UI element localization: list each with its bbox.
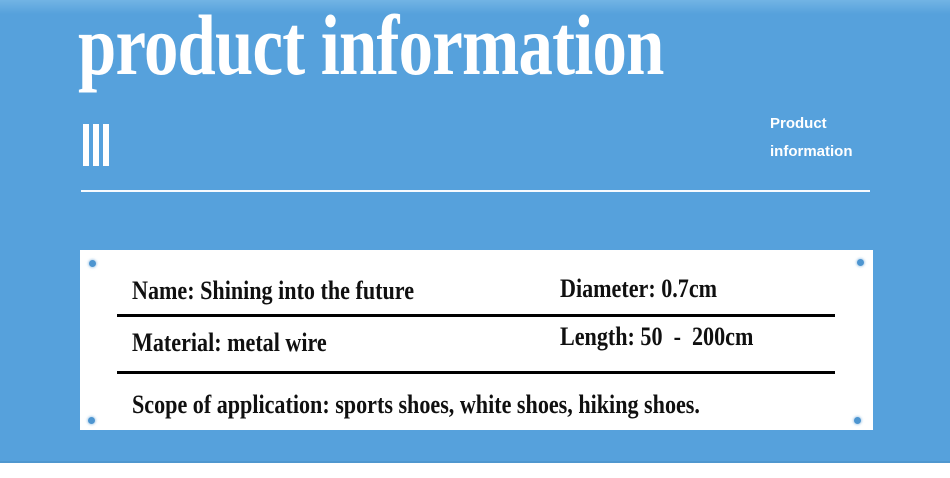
corner-dot bbox=[89, 260, 96, 267]
corner-dot bbox=[857, 259, 864, 266]
spec-scope: Scope of application: sports shoes, whit… bbox=[132, 390, 700, 419]
product-info-card: Name: Shining into the future Diameter: … bbox=[80, 250, 873, 430]
decor-bar bbox=[93, 124, 99, 166]
corner-dot bbox=[854, 417, 861, 424]
divider-line bbox=[81, 190, 870, 192]
decor-bars-icon bbox=[83, 124, 109, 166]
corner-dot bbox=[88, 417, 95, 424]
banner: product information Product information … bbox=[0, 0, 950, 463]
subtitle: Product information bbox=[770, 110, 853, 166]
spec-length: Length: 50 - 200cm bbox=[560, 322, 754, 351]
decor-bar bbox=[83, 124, 89, 166]
subtitle-line-2: information bbox=[770, 143, 853, 160]
spec-diameter: Diameter: 0.7cm bbox=[560, 274, 718, 303]
row-separator bbox=[117, 314, 835, 317]
subtitle-line-1: Product bbox=[770, 115, 827, 132]
page-title: product information bbox=[78, 0, 664, 93]
spec-material: Material: metal wire bbox=[132, 328, 327, 357]
row-separator bbox=[117, 371, 835, 374]
decor-bar bbox=[103, 124, 109, 166]
spec-name: Name: Shining into the future bbox=[132, 276, 415, 305]
